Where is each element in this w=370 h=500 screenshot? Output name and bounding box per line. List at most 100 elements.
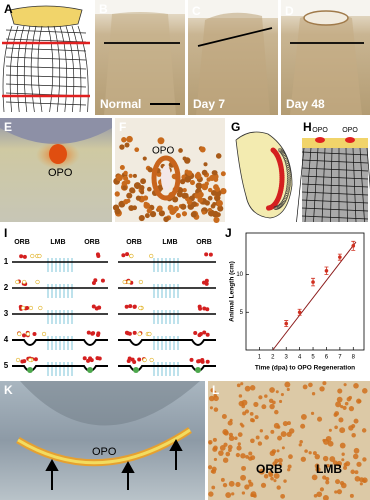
cell xyxy=(196,186,202,191)
cell xyxy=(204,252,209,257)
cell xyxy=(204,278,209,283)
panel-g: G xyxy=(228,118,298,222)
cell xyxy=(343,383,347,387)
cell xyxy=(210,469,214,474)
cell xyxy=(19,254,24,259)
cell xyxy=(223,442,228,447)
cell xyxy=(341,458,345,462)
lattice-line xyxy=(2,25,13,113)
cell xyxy=(359,477,365,483)
cell xyxy=(228,435,235,442)
cell xyxy=(250,493,254,498)
lattice-line xyxy=(301,151,369,156)
caption: Day 7 xyxy=(193,97,225,111)
cell xyxy=(257,441,263,446)
cell xyxy=(207,195,213,201)
cell xyxy=(220,171,226,177)
cell xyxy=(245,454,250,459)
cell xyxy=(311,392,316,396)
cell xyxy=(285,187,290,193)
cell xyxy=(203,162,208,167)
cell xyxy=(286,179,291,184)
cell xyxy=(287,468,291,472)
annotation: OPO xyxy=(92,446,117,458)
cell xyxy=(344,401,349,406)
cell xyxy=(213,216,220,223)
cell xyxy=(205,332,210,337)
x-tick-label: 4 xyxy=(298,355,302,361)
cell xyxy=(362,388,368,394)
column-label: ORB xyxy=(84,239,100,246)
point xyxy=(311,280,315,284)
cell xyxy=(272,400,276,405)
annotation: OPO xyxy=(312,127,328,134)
cell xyxy=(27,367,33,373)
cell xyxy=(137,357,142,362)
plot-frame xyxy=(245,232,365,351)
lattice-line xyxy=(53,25,61,113)
cell xyxy=(128,304,133,309)
cell xyxy=(207,187,213,193)
row-label: 3 xyxy=(4,309,9,318)
x-axis-label: Time (dpa) to OPO Regeneration xyxy=(255,365,355,372)
cell xyxy=(322,455,329,462)
cell xyxy=(21,305,26,311)
lattice-line xyxy=(5,38,87,43)
cell xyxy=(350,469,355,475)
cell xyxy=(25,305,30,310)
cell xyxy=(299,439,303,444)
lattice-line xyxy=(37,25,43,113)
cell xyxy=(327,440,334,447)
cell xyxy=(143,201,148,206)
point xyxy=(297,310,302,315)
cell xyxy=(240,382,244,386)
cell xyxy=(197,191,204,198)
cell xyxy=(22,254,27,259)
cell xyxy=(343,465,348,470)
cell xyxy=(124,304,129,309)
cell xyxy=(325,435,332,442)
row-label: 2 xyxy=(4,283,9,292)
cell xyxy=(158,210,165,217)
cell xyxy=(255,435,260,440)
cell xyxy=(348,425,354,431)
cell xyxy=(258,468,265,475)
cell xyxy=(128,173,133,178)
cell xyxy=(343,462,348,467)
cell xyxy=(182,156,187,161)
cell xyxy=(273,205,278,211)
lattice-line xyxy=(313,147,319,223)
cell xyxy=(205,359,210,364)
cell xyxy=(133,367,139,373)
panel-e: E OPO xyxy=(0,118,112,222)
cell xyxy=(114,191,120,197)
lattice-line xyxy=(5,56,87,61)
cell xyxy=(286,185,291,191)
cell xyxy=(336,489,343,495)
cell xyxy=(265,205,272,211)
caption: Day 48 xyxy=(286,97,325,111)
cell xyxy=(138,214,145,222)
cell xyxy=(281,446,285,450)
cell xyxy=(227,444,233,450)
cell xyxy=(121,253,126,258)
panel-label: H xyxy=(303,120,312,134)
cell xyxy=(195,367,201,373)
cell xyxy=(211,485,216,490)
cell xyxy=(241,491,246,495)
cell xyxy=(128,205,135,211)
cell xyxy=(91,281,96,286)
cell xyxy=(96,331,101,336)
cell xyxy=(273,479,277,483)
cell xyxy=(132,304,137,309)
cell xyxy=(248,456,253,461)
cell xyxy=(217,205,224,212)
cell xyxy=(313,493,318,498)
cell xyxy=(269,403,275,410)
annotation: LMB xyxy=(316,462,342,476)
cell xyxy=(132,173,137,178)
cell xyxy=(276,485,281,490)
cell xyxy=(286,387,290,392)
cell xyxy=(277,435,283,441)
point xyxy=(338,255,342,259)
